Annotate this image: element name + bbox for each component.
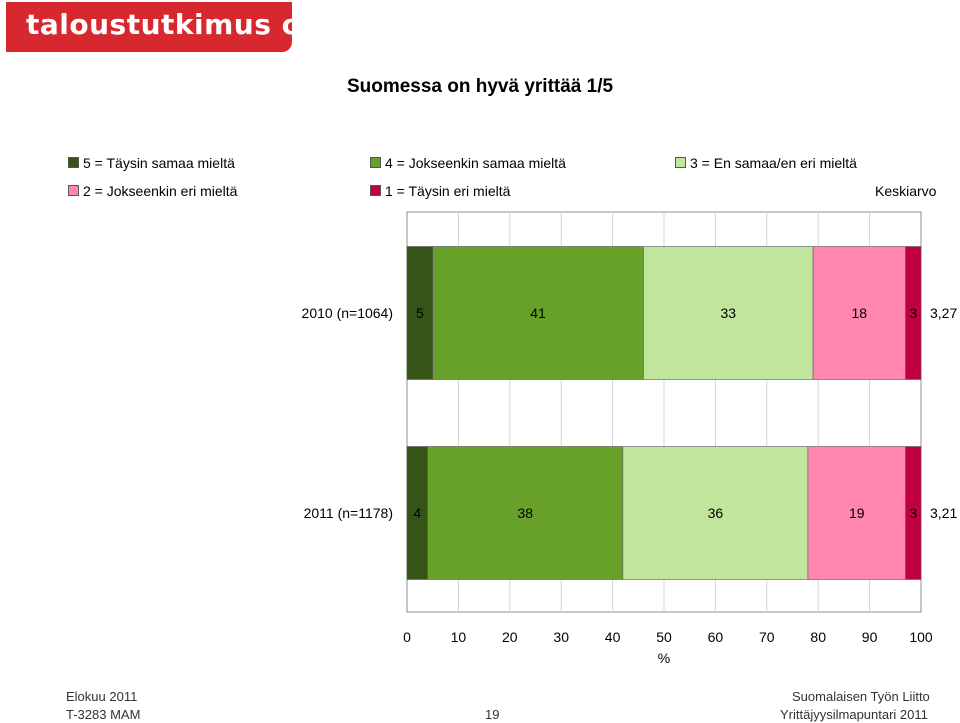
bar-segment xyxy=(807,446,906,580)
data-label: 36 xyxy=(708,505,724,521)
x-tick-label: 10 xyxy=(451,629,467,645)
bar-segment xyxy=(643,246,814,380)
x-tick-label: 20 xyxy=(502,629,518,645)
bar-segment xyxy=(427,446,624,580)
legend-swatch xyxy=(675,157,686,169)
legend-item-5: 5 = Täysin samaa mieltä xyxy=(68,154,235,172)
x-tick-label: 50 xyxy=(656,629,672,645)
x-tick-label: 80 xyxy=(810,629,826,645)
x-tick-label: 40 xyxy=(605,629,621,645)
category-label: 2011 (n=1178) xyxy=(304,505,393,521)
mean-value: 3,21 xyxy=(930,505,957,521)
data-label: 3 xyxy=(909,305,917,321)
company-logo: taloustutkimus oy xyxy=(6,2,320,52)
bar-segment xyxy=(812,246,906,380)
logo-text: taloustutkimus oy xyxy=(26,8,321,41)
page-number: 19 xyxy=(485,707,500,722)
bar-segment xyxy=(406,246,434,380)
footer-date: Elokuu 2011 xyxy=(66,689,138,704)
mean-header: Keskiarvo xyxy=(875,183,937,199)
legend-item-1: 1 = Täysin eri mieltä xyxy=(370,182,510,200)
data-label: 41 xyxy=(530,305,546,321)
bar-segment xyxy=(905,446,922,580)
data-label: 5 xyxy=(416,305,424,321)
footer-report-name: Yrittäjyysilmapuntari 2011 xyxy=(780,707,928,722)
legend-swatch xyxy=(68,157,79,169)
bar-segment xyxy=(622,446,809,580)
legend-item-2: 2 = Jokseenkin eri mieltä xyxy=(68,182,237,200)
data-label: 4 xyxy=(413,505,421,521)
chart-title: Suomessa on hyvä yrittää 1/5 xyxy=(346,76,614,97)
legend-item-4: 4 = Jokseenkin samaa mieltä xyxy=(370,154,566,172)
category-label: 2010 (n=1064) xyxy=(302,305,393,321)
legend-swatch xyxy=(370,157,381,169)
footer-client: Suomalaisen Työn Liitto xyxy=(792,689,930,704)
x-tick-label: 60 xyxy=(708,629,724,645)
x-tick-label: 100 xyxy=(909,629,933,645)
legend-label: 4 = Jokseenkin samaa mieltä xyxy=(385,155,566,171)
bar-segment xyxy=(432,246,644,380)
legend-label: 1 = Täysin eri mieltä xyxy=(385,183,511,199)
data-label: 19 xyxy=(849,505,865,521)
x-tick-label: 90 xyxy=(862,629,878,645)
legend-swatch xyxy=(370,185,381,197)
data-label: 18 xyxy=(852,305,868,321)
legend-label: 3 = En samaa/en eri mieltä xyxy=(690,155,857,171)
legend-label: 2 = Jokseenkin eri mieltä xyxy=(83,183,238,199)
footer-project-code: T-3283 MAM xyxy=(66,707,141,722)
data-label: 33 xyxy=(720,305,736,321)
x-tick-label: 70 xyxy=(759,629,775,645)
mean-value: 3,27 xyxy=(930,305,957,321)
bar-segment xyxy=(905,246,922,380)
x-axis-label: % xyxy=(658,650,670,666)
data-label: 3 xyxy=(909,505,917,521)
data-label: 38 xyxy=(517,505,533,521)
legend-swatch xyxy=(68,185,79,197)
legend-item-3: 3 = En samaa/en eri mieltä xyxy=(675,154,857,172)
x-tick-label: 0 xyxy=(403,629,411,645)
x-tick-label: 30 xyxy=(553,629,569,645)
legend-label: 5 = Täysin samaa mieltä xyxy=(83,155,235,171)
